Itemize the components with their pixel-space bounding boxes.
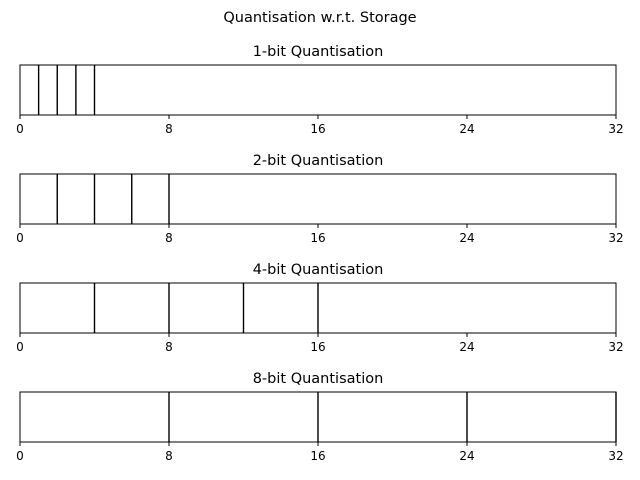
x-tick-label: 16 <box>310 340 325 354</box>
panel-3: 4-bit Quantisation 0 8 16 24 32 <box>16 262 623 354</box>
x-tick-label: 24 <box>459 449 474 463</box>
x-tick-label: 24 <box>459 231 474 245</box>
x-tick-label: 8 <box>165 231 173 245</box>
panel-title: 8-bit Quantisation <box>253 371 384 387</box>
x-tick-label: 8 <box>165 122 173 136</box>
x-tick-label: 16 <box>310 231 325 245</box>
x-tick-label: 16 <box>310 122 325 136</box>
x-tick-label: 32 <box>608 340 623 354</box>
figure-title: Quantisation w.r.t. Storage <box>223 10 416 26</box>
x-tick-label: 0 <box>16 122 24 136</box>
x-tick-label: 8 <box>165 340 173 354</box>
x-tick-label: 0 <box>16 449 24 463</box>
panel-title: 4-bit Quantisation <box>253 262 384 278</box>
panel-1: 1-bit Quantisation 0 8 16 24 32 <box>16 44 623 136</box>
x-tick-label: 16 <box>310 449 325 463</box>
panel-title: 1-bit Quantisation <box>253 44 384 60</box>
x-tick-label: 8 <box>165 449 173 463</box>
panel-title: 2-bit Quantisation <box>253 153 384 169</box>
x-tick-label: 0 <box>16 231 24 245</box>
panel-2: 2-bit Quantisation 0 8 16 24 32 <box>16 153 623 245</box>
x-tick-label: 32 <box>608 122 623 136</box>
x-tick-label: 24 <box>459 340 474 354</box>
x-tick-label: 32 <box>608 449 623 463</box>
x-tick-label: 0 <box>16 340 24 354</box>
panel-frame <box>19 173 617 225</box>
panel-frame <box>19 64 617 116</box>
x-tick-label: 24 <box>459 122 474 136</box>
x-tick-label: 32 <box>608 231 623 245</box>
panel-4: 8-bit Quantisation 0 8 16 24 32 <box>16 371 623 463</box>
